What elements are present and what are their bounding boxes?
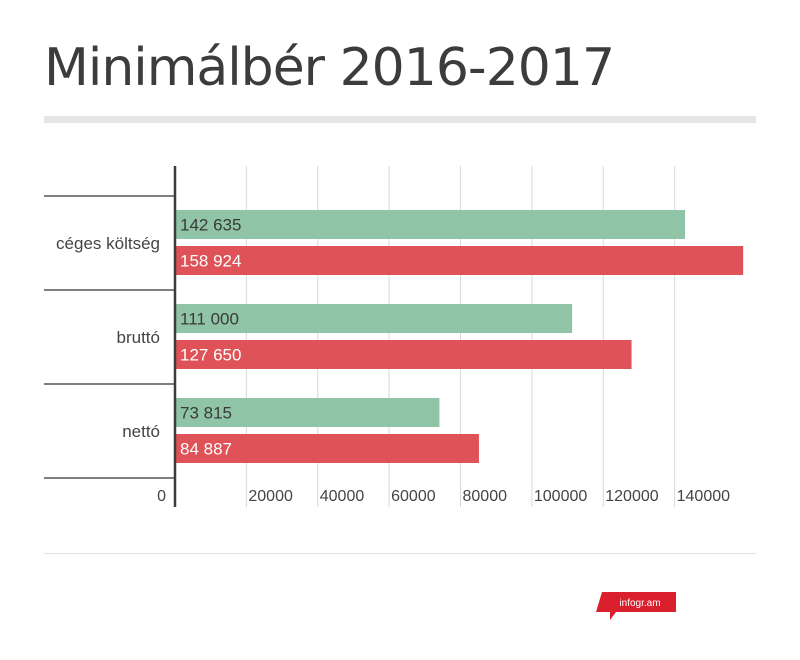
bar (176, 434, 479, 463)
bar (176, 340, 632, 369)
data-label: 84 887 (180, 440, 232, 459)
chart-title: Minimálbér 2016-2017 (44, 38, 615, 98)
x-tick-label: 100000 (534, 488, 587, 505)
data-label: 73 815 (180, 404, 232, 423)
brand-label: infogr.am (619, 598, 660, 609)
title-divider (44, 116, 756, 123)
category-label: bruttó (117, 328, 160, 347)
x-tick-label: 140000 (677, 488, 730, 505)
footer-divider (44, 553, 756, 554)
bar (176, 210, 686, 239)
x-tick-label: 40000 (320, 488, 365, 505)
bar (176, 398, 440, 427)
data-label: 158 924 (180, 252, 241, 271)
category-label: nettó (122, 422, 160, 441)
bar (176, 246, 744, 275)
infogram-logo[interactable]: infogr.am (596, 592, 678, 620)
x-tick-label: 60000 (391, 488, 436, 505)
x-tick-label: 20000 (248, 488, 293, 505)
bar (176, 304, 573, 333)
data-label: 142 635 (180, 216, 241, 235)
x-tick-label: 120000 (605, 488, 658, 505)
data-label: 127 650 (180, 346, 241, 365)
x-tick-label: 80000 (463, 488, 508, 505)
category-label: céges költség (56, 234, 160, 253)
data-label: 111 000 (180, 310, 239, 329)
x-tick-label: 0 (157, 488, 166, 505)
